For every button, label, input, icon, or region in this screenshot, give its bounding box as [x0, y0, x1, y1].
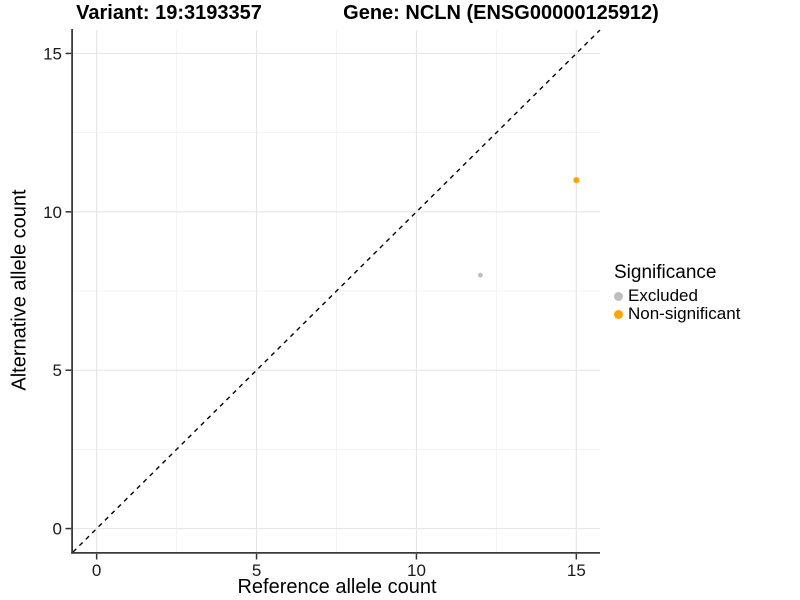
x-tick-label: 15 [567, 561, 586, 580]
y-tick-label: 0 [53, 520, 62, 539]
data-point-excluded [478, 272, 483, 278]
plot-panel: 0 5 10 15 0 5 10 15 [43, 29, 601, 580]
x-tick-label: 5 [252, 561, 261, 580]
data-point-non-significant [573, 177, 580, 184]
legend-item-label: Excluded [628, 286, 698, 305]
y-tick-label: 15 [43, 44, 62, 63]
legend-item: Non-significant [614, 304, 741, 323]
legend-items: Excluded Non-significant [614, 286, 741, 323]
legend-swatch-icon [614, 291, 623, 301]
legend-title: Significance [614, 262, 717, 283]
x-tick-label: 10 [407, 561, 426, 580]
x-tick-label: 0 [92, 561, 101, 580]
variant-title: Variant: 19:3193357 [76, 2, 262, 24]
legend-item: Excluded [614, 286, 740, 305]
gene-title: Gene: NCLN (ENSG00000125912) [343, 2, 659, 24]
legend-item-label: Non-significant [628, 304, 741, 323]
legend: Significance Excluded Non-significant [614, 262, 740, 323]
x-axis-title: Reference allele count [237, 576, 437, 598]
y-axis-title: Alternative allele count [8, 189, 31, 391]
y-tick-label: 10 [43, 203, 62, 222]
identity-dashed-line [72, 29, 601, 553]
y-tick-label: 5 [53, 361, 62, 380]
legend-swatch-icon [614, 309, 623, 319]
